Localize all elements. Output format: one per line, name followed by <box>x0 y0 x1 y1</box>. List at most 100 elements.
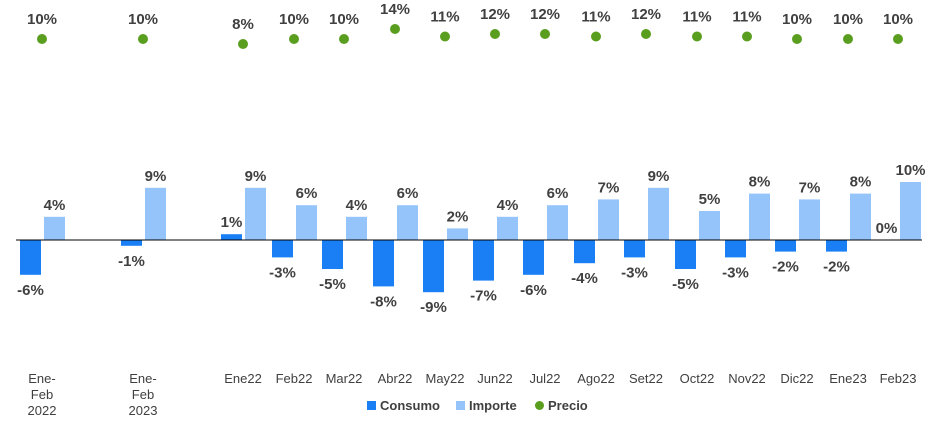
category-label: Feb22 <box>276 371 313 386</box>
legend-swatch <box>456 401 465 410</box>
category-label: Ene23 <box>829 371 867 386</box>
consumo-value-label: -7% <box>470 288 497 305</box>
consumo-value-label: -5% <box>672 276 699 293</box>
category-label: Ago22 <box>577 371 615 386</box>
precio-value-label: 10% <box>279 11 309 28</box>
importe-bar <box>749 193 770 240</box>
precio-value-label: 10% <box>27 11 57 28</box>
importe-value-label: 5% <box>699 191 721 208</box>
category-label: Oct22 <box>680 371 715 386</box>
category-label: Ene-Feb 2022 <box>28 371 57 418</box>
importe-bar <box>497 216 518 240</box>
legend-label: Importe <box>469 398 517 413</box>
importe-bar <box>447 228 468 240</box>
value-labels-layer: -6% 4% 10% -1% 9% 10% 1% 9% 8% -3% 6% 10% -5% 4% 10% -8… <box>17 1 925 316</box>
consumo-value-label: -6% <box>17 282 44 299</box>
precio-marker <box>843 34 853 44</box>
importe-bar <box>900 182 921 240</box>
consumo-value-label: 0% <box>876 220 898 237</box>
precio-value-label: 12% <box>530 6 560 23</box>
category-label: Jul22 <box>529 371 560 386</box>
precio-marker <box>742 31 752 42</box>
importe-value-label: 4% <box>44 197 66 214</box>
consumo-bar <box>272 240 293 258</box>
consumo-bar <box>221 234 242 240</box>
importe-bar <box>346 216 367 240</box>
importe-bar <box>296 205 317 240</box>
importe-bar <box>44 216 65 240</box>
consumo-bar <box>473 240 494 281</box>
consumo-value-label: -5% <box>319 276 346 293</box>
precio-value-label: 12% <box>480 6 510 23</box>
precio-value-label: 11% <box>732 9 761 26</box>
consumo-bar <box>423 240 444 293</box>
importe-value-label: 9% <box>245 168 267 185</box>
precio-value-label: 10% <box>833 11 863 28</box>
importe-bar <box>799 199 820 240</box>
consumo-value-label: -2% <box>772 259 799 276</box>
consumo-value-label: -3% <box>269 264 296 281</box>
precio-marker <box>893 34 903 44</box>
category-label: Set22 <box>629 371 663 386</box>
importe-value-label: 10% <box>895 162 925 179</box>
importe-value-label: 4% <box>497 197 519 214</box>
importe-bar <box>547 205 568 240</box>
precio-value-label: 14% <box>380 1 410 18</box>
consumo-value-label: 1% <box>221 214 243 231</box>
precio-marker <box>37 34 47 44</box>
precio-value-label: 11% <box>581 9 610 26</box>
consumo-bar <box>725 240 746 258</box>
importe-bar <box>598 199 619 240</box>
importe-bar <box>699 211 720 240</box>
bars-layer <box>20 182 921 293</box>
consumo-bar <box>775 240 796 252</box>
category-label: Mar22 <box>326 371 363 386</box>
consumo-value-label: -4% <box>571 270 598 287</box>
importe-value-label: 7% <box>799 179 821 196</box>
category-label: Abr22 <box>378 371 413 386</box>
importe-value-label: 6% <box>296 185 318 202</box>
precio-marker <box>792 34 802 44</box>
legend-label: Precio <box>548 398 588 413</box>
precio-value-label: 11% <box>682 9 711 26</box>
precio-marker <box>591 31 601 42</box>
precio-marker <box>238 39 248 49</box>
category-label: Feb23 <box>880 371 917 386</box>
consumo-bar <box>624 240 645 258</box>
importe-value-label: 8% <box>749 174 771 191</box>
legend-label: Consumo <box>380 398 440 413</box>
legend-swatch <box>367 401 376 410</box>
category-label: Dic22 <box>780 371 813 386</box>
precio-marker <box>390 24 400 34</box>
precio-marker <box>490 29 500 39</box>
consumo-bar <box>322 240 343 269</box>
precio-marker <box>641 29 651 39</box>
importe-value-label: 7% <box>598 179 620 196</box>
importe-value-label: 2% <box>447 208 469 225</box>
category-label: Ene22 <box>224 371 262 386</box>
markers-layer <box>37 24 903 49</box>
precio-value-label: 10% <box>782 11 812 28</box>
importe-bar <box>145 187 166 240</box>
consumo-bar <box>121 240 142 246</box>
category-label: May22 <box>425 371 464 386</box>
precio-marker <box>540 29 550 39</box>
consumo-bar <box>20 240 41 275</box>
importe-value-label: 4% <box>346 197 368 214</box>
precio-value-label: 8% <box>232 16 254 33</box>
precio-value-label: 11% <box>430 9 459 26</box>
importe-value-label: 6% <box>547 185 569 202</box>
importe-bar <box>245 187 266 240</box>
importe-value-label: 6% <box>397 185 419 202</box>
consumo-value-label: -9% <box>420 299 447 316</box>
precio-marker <box>138 34 148 44</box>
consumo-value-label: -8% <box>370 293 397 310</box>
importe-bar <box>648 187 669 240</box>
consumo-bar <box>675 240 696 269</box>
precio-marker <box>339 34 349 44</box>
importe-value-label: 9% <box>648 168 670 185</box>
importe-value-label: 8% <box>850 174 872 191</box>
consumo-bar <box>523 240 544 275</box>
precio-value-label: 10% <box>128 11 158 28</box>
category-label: Nov22 <box>728 371 766 386</box>
